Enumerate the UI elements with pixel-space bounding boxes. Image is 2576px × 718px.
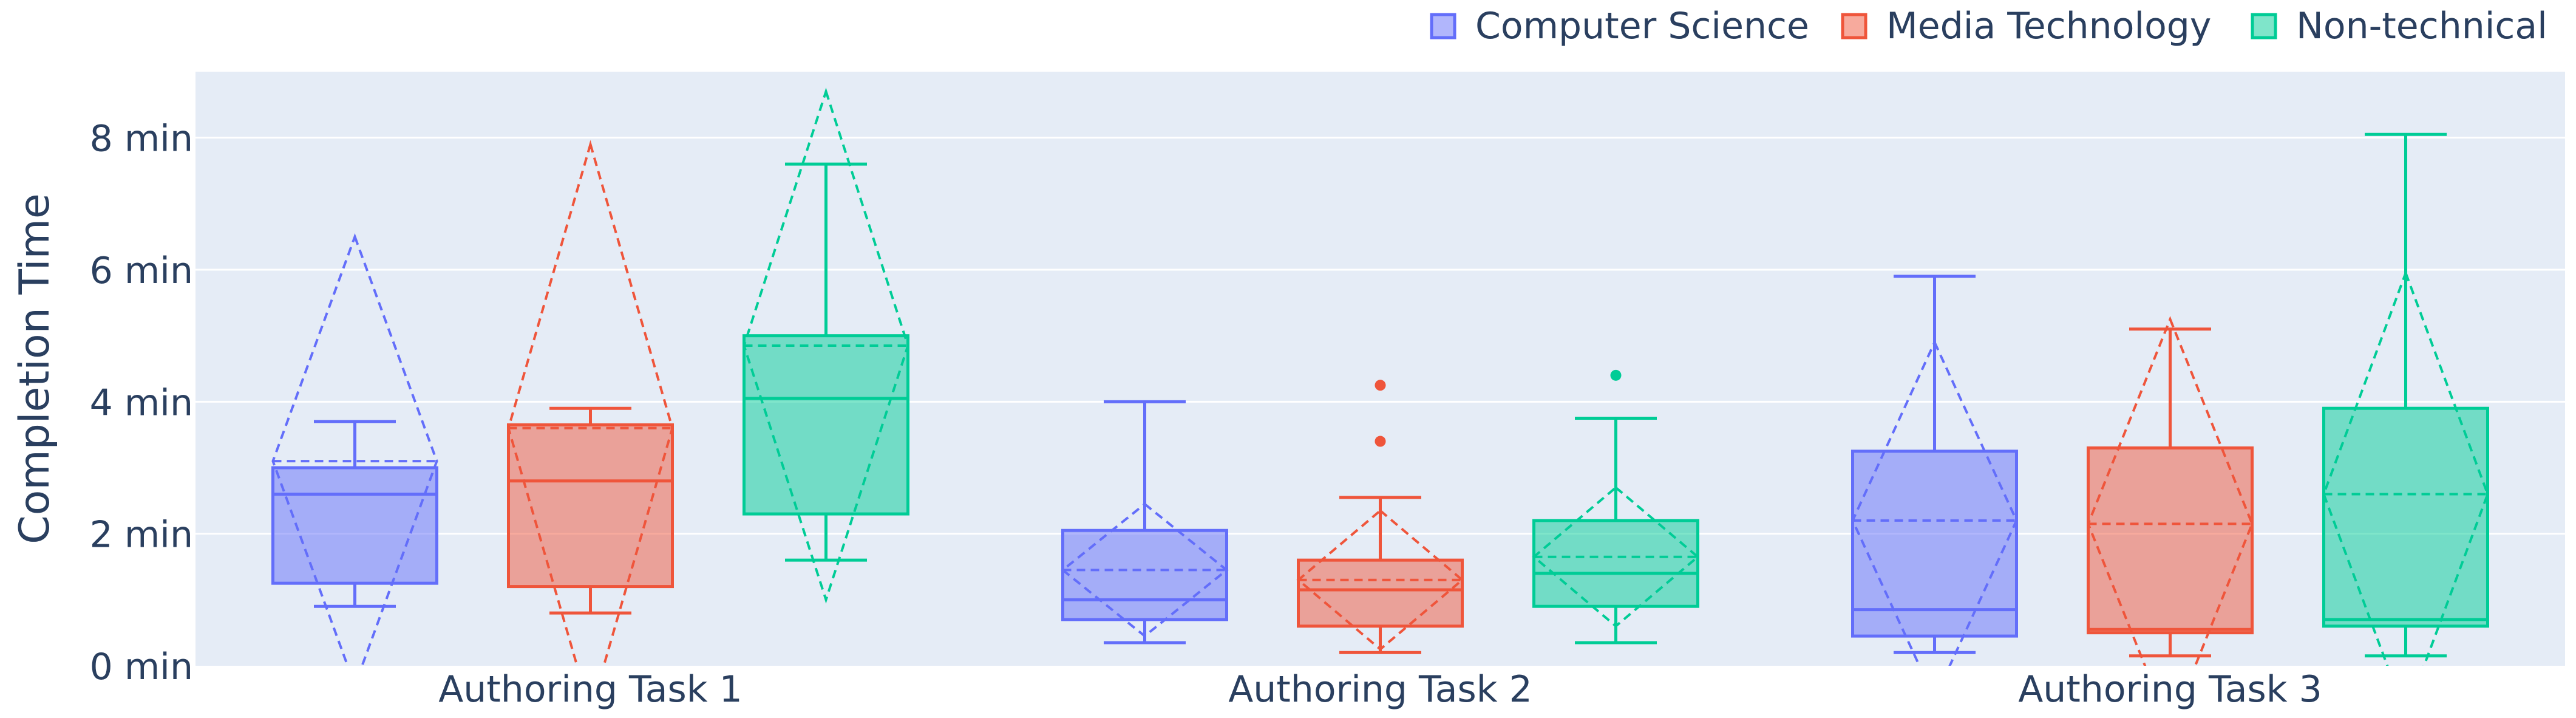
x-tick-label: Authoring Task 2 bbox=[1228, 668, 1532, 711]
y-tick-label: 4 min bbox=[90, 381, 193, 424]
x-tick-label: Authoring Task 1 bbox=[438, 668, 743, 711]
box-group bbox=[507, 140, 674, 666]
sd-diamond bbox=[1532, 485, 1700, 628]
y-tick-label: 8 min bbox=[90, 118, 193, 160]
sd-diamond bbox=[1851, 339, 2018, 666]
box-iqr bbox=[1061, 528, 1228, 621]
box-iqr bbox=[743, 334, 909, 516]
box-group bbox=[2322, 132, 2489, 666]
y-tick-label: 2 min bbox=[90, 514, 193, 556]
outlier-point bbox=[1375, 436, 1386, 447]
legend-swatch bbox=[2251, 13, 2277, 39]
box-iqr bbox=[1532, 519, 1699, 608]
box-group bbox=[1532, 369, 1700, 644]
box-iqr bbox=[1851, 450, 2018, 638]
box-iqr bbox=[271, 466, 438, 585]
legend-label: Non-technical bbox=[2296, 5, 2547, 47]
legend-swatch bbox=[1430, 13, 1456, 39]
box-series bbox=[271, 87, 2489, 666]
sd-diamond bbox=[2322, 269, 2489, 666]
box-group bbox=[1061, 400, 1229, 644]
box-iqr bbox=[1297, 558, 1464, 628]
outlier-point bbox=[1375, 380, 1386, 391]
box-group bbox=[271, 233, 438, 666]
box-iqr bbox=[2087, 446, 2254, 635]
sd-diamond bbox=[2087, 316, 2254, 666]
legend[interactable]: Computer Science Media Technology Non-tech… bbox=[1430, 5, 2547, 47]
box-group bbox=[2087, 316, 2254, 666]
legend-label: Computer Science bbox=[1475, 5, 1809, 47]
sd-diamond bbox=[507, 140, 674, 666]
legend-item[interactable]: Computer Science bbox=[1430, 5, 1809, 47]
sd-diamond bbox=[1296, 509, 1464, 651]
box-iqr bbox=[2322, 406, 2489, 628]
box-group bbox=[1296, 380, 1464, 654]
legend-item[interactable]: Non-technical bbox=[2251, 5, 2547, 47]
y-tick-label: 0 min bbox=[90, 646, 193, 688]
box-iqr bbox=[507, 423, 674, 589]
x-axis-ticks: Authoring Task 1 Authoring Task 2 Authorin… bbox=[438, 668, 2322, 711]
sd-diamond bbox=[1061, 502, 1229, 638]
box-group bbox=[743, 87, 909, 604]
legend-swatch bbox=[1841, 13, 1867, 39]
y-axis-title: Completion Time bbox=[11, 193, 59, 544]
x-tick-label: Authoring Task 3 bbox=[2018, 668, 2322, 711]
legend-item[interactable]: Media Technology bbox=[1841, 5, 2211, 47]
box-group bbox=[1851, 275, 2018, 666]
y-tick-label: 6 min bbox=[90, 250, 193, 292]
y-axis-ticks: 0 min 2 min 4 min 6 min 8 min bbox=[90, 118, 193, 688]
outlier-point bbox=[1610, 369, 1622, 381]
sd-diamond bbox=[271, 233, 438, 666]
legend-label: Media Technology bbox=[1886, 5, 2211, 47]
sd-diamond bbox=[743, 87, 909, 604]
